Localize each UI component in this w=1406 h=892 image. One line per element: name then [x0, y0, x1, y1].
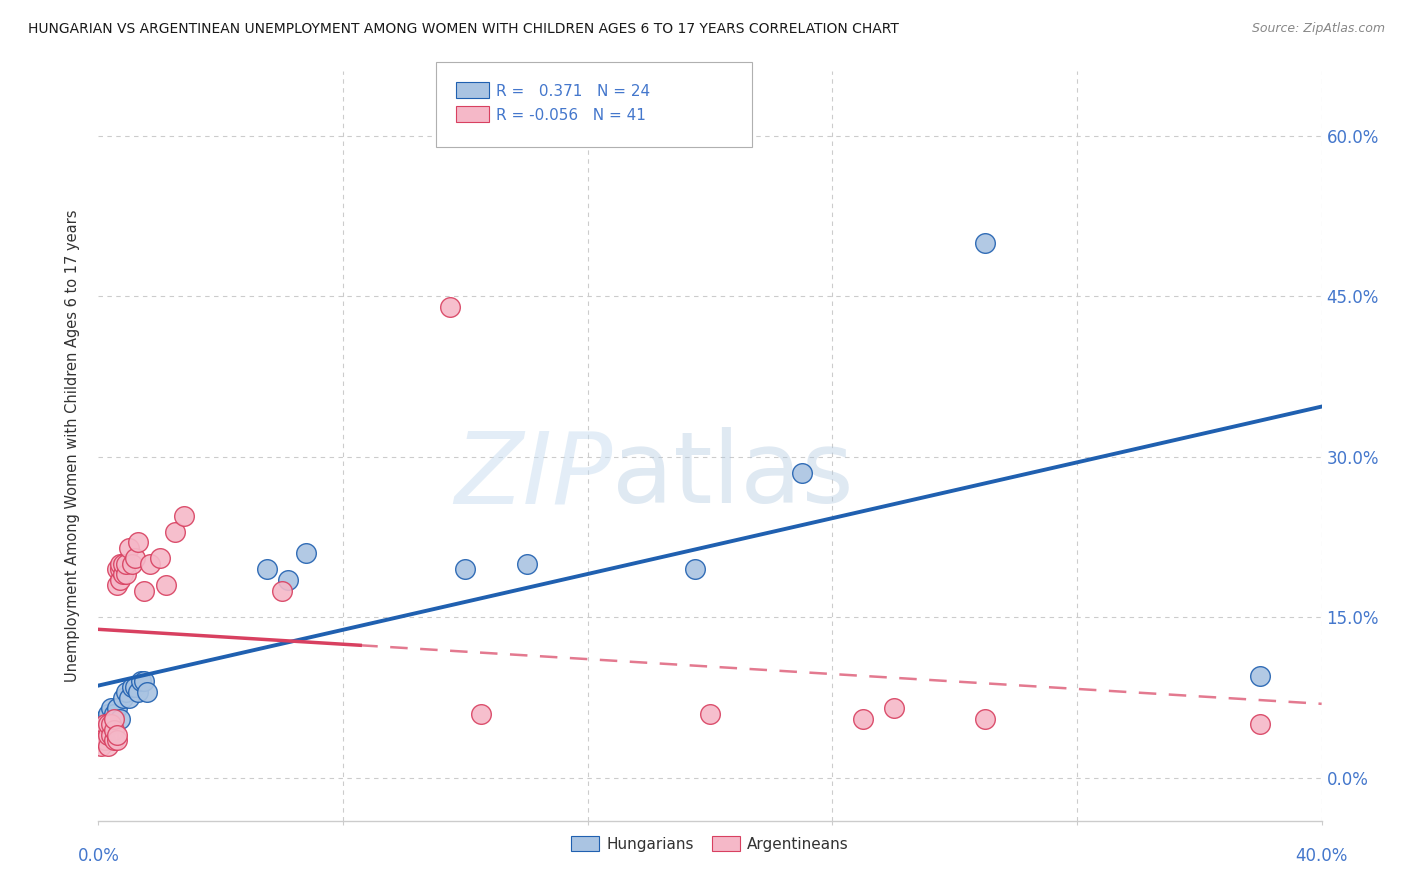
Point: [105, 733, 128, 747]
Point: [103, 712, 125, 726]
Point: [105, 728, 128, 742]
Point: [121, 680, 143, 694]
Point: [100, 728, 122, 742]
Point: [1249, 669, 1271, 683]
Point: [103, 723, 125, 737]
Text: 40.0%: 40.0%: [1295, 847, 1348, 865]
Point: [90, 728, 112, 742]
Point: [115, 685, 138, 699]
Point: [103, 706, 125, 721]
Point: [883, 701, 905, 715]
Point: [118, 541, 141, 555]
Point: [111, 690, 134, 705]
Point: [454, 562, 477, 576]
Point: [90, 739, 112, 753]
Text: R = -0.056   N = 41: R = -0.056 N = 41: [496, 108, 647, 123]
Point: [127, 535, 149, 549]
Point: [97, 728, 120, 742]
Point: [134, 674, 156, 689]
Text: Source: ZipAtlas.com: Source: ZipAtlas.com: [1251, 22, 1385, 36]
Point: [470, 706, 492, 721]
Point: [105, 562, 128, 576]
Point: [93, 712, 115, 726]
Point: [136, 685, 159, 699]
Point: [93, 733, 115, 747]
Point: [97, 717, 120, 731]
Point: [115, 567, 138, 582]
Point: [974, 712, 997, 726]
Text: 0.0%: 0.0%: [77, 847, 120, 865]
Point: [100, 717, 122, 731]
Point: [121, 557, 143, 571]
Point: [108, 562, 131, 576]
Point: [115, 557, 138, 571]
Point: [852, 712, 875, 726]
Point: [103, 733, 125, 747]
Point: [683, 562, 706, 576]
Point: [277, 573, 299, 587]
Point: [1249, 717, 1271, 731]
Point: [295, 546, 318, 560]
Text: HUNGARIAN VS ARGENTINEAN UNEMPLOYMENT AMONG WOMEN WITH CHILDREN AGES 6 TO 17 YEA: HUNGARIAN VS ARGENTINEAN UNEMPLOYMENT AM…: [28, 22, 898, 37]
Point: [270, 583, 292, 598]
Point: [108, 573, 131, 587]
Point: [439, 300, 461, 314]
Point: [105, 578, 128, 592]
Point: [118, 690, 141, 705]
Point: [173, 508, 195, 523]
Point: [516, 557, 538, 571]
Point: [124, 680, 146, 694]
Y-axis label: Unemployment Among Women with Children Ages 6 to 17 years: Unemployment Among Women with Children A…: [65, 210, 80, 682]
Point: [155, 578, 177, 592]
Point: [129, 674, 152, 689]
Point: [699, 706, 721, 721]
Point: [134, 583, 156, 598]
Point: [93, 717, 115, 731]
Point: [100, 701, 122, 715]
Point: [163, 524, 186, 539]
Point: [149, 551, 172, 566]
Text: atlas: atlas: [612, 427, 853, 524]
Point: [127, 685, 149, 699]
Point: [111, 567, 134, 582]
Text: R =   0.371   N = 24: R = 0.371 N = 24: [496, 84, 651, 99]
Point: [108, 712, 131, 726]
Text: ZIP: ZIP: [454, 427, 612, 524]
Legend: Hungarians, Argentineans: Hungarians, Argentineans: [565, 830, 855, 858]
Point: [105, 701, 128, 715]
Point: [124, 551, 146, 566]
Point: [108, 557, 131, 571]
Point: [111, 557, 134, 571]
Point: [97, 739, 120, 753]
Point: [790, 466, 813, 480]
Point: [97, 706, 120, 721]
Point: [139, 557, 162, 571]
Point: [256, 562, 278, 576]
Point: [974, 235, 997, 250]
